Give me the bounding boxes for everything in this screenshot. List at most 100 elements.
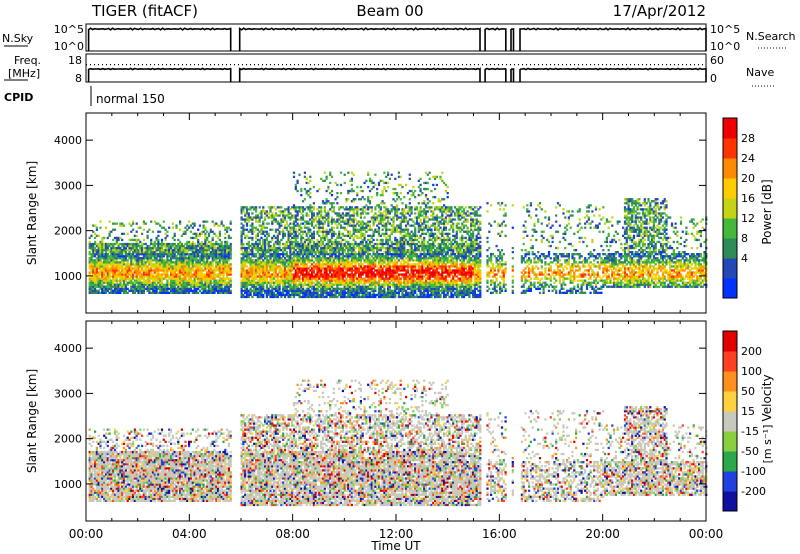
power-cell: [156, 290, 158, 292]
power-cell: [136, 247, 138, 249]
power-cell: [219, 275, 221, 277]
power-cell: [190, 290, 192, 292]
power-cell: [148, 245, 150, 247]
power-cell: [259, 243, 261, 245]
power-cell: [145, 251, 147, 253]
noise-sky-segment: [240, 28, 480, 51]
power-cell: [289, 231, 291, 233]
power-cell: [203, 259, 205, 261]
power-cell: [297, 273, 299, 275]
power-cell: [293, 176, 295, 178]
power-cell: [127, 275, 129, 277]
power-cell: [168, 267, 170, 269]
freq-segment: [89, 68, 231, 82]
power-cell: [286, 251, 288, 253]
power-cell: [94, 233, 96, 235]
power-cell: [210, 265, 212, 267]
power-cell: [226, 275, 228, 277]
power-cell: [116, 282, 118, 284]
power-cell: [217, 237, 219, 239]
nave-right-tick-bottom: 0: [710, 72, 717, 85]
power-cell: [326, 235, 328, 237]
power-cell: [150, 241, 152, 243]
power-cell: [322, 225, 324, 227]
power-cell: [203, 231, 205, 233]
power-cell: [309, 265, 311, 267]
power-cell: [324, 216, 326, 218]
power-cell: [253, 255, 255, 257]
power-cell: [295, 233, 297, 235]
power-cell: [190, 247, 192, 249]
power-cell: [163, 227, 165, 229]
power-cell: [288, 210, 290, 212]
power-cell: [230, 245, 232, 247]
power-cell: [241, 249, 243, 251]
power-cell: [275, 218, 277, 220]
power-cell: [206, 237, 208, 239]
power-cell: [275, 257, 277, 259]
power-cell: [311, 225, 313, 227]
power-cell: [297, 251, 299, 253]
power-cell: [286, 221, 288, 223]
power-cell: [219, 231, 221, 233]
power-cell: [297, 247, 299, 249]
power-cell: [105, 227, 107, 229]
power-cell: [172, 223, 174, 225]
power-cell: [286, 223, 288, 225]
power-cell: [208, 233, 210, 235]
power-cell: [208, 235, 210, 237]
power-cell: [89, 241, 91, 243]
power-cell: [326, 237, 328, 239]
power-cell: [264, 253, 266, 255]
power-cell: [206, 231, 208, 233]
power-cell: [184, 227, 186, 229]
power-cell: [275, 263, 277, 265]
power-cell: [253, 273, 255, 275]
power-cell: [210, 243, 212, 245]
power-cell: [241, 212, 243, 214]
cpid-row: CPID normal 150: [4, 86, 165, 106]
power-cell: [253, 275, 255, 277]
power-cell: [268, 288, 270, 290]
power-cell: [118, 245, 120, 247]
power-cell: [248, 255, 250, 257]
power-cell: [201, 271, 203, 273]
power-cell: [318, 261, 320, 263]
power-cell: [309, 192, 311, 194]
power-cell: [221, 241, 223, 243]
power-cell: [298, 255, 300, 257]
power-cell: [248, 247, 250, 249]
power-cell: [141, 245, 143, 247]
nave-right-tick-top: 60: [710, 54, 724, 67]
power-cell: [262, 208, 264, 210]
power-cell: [313, 241, 315, 243]
power-cell: [141, 233, 143, 235]
power-cell: [275, 255, 277, 257]
power-cell: [132, 278, 134, 280]
power-cell: [172, 227, 174, 229]
power-cell: [125, 280, 127, 282]
power-cell: [94, 225, 96, 227]
power-cell: [289, 296, 291, 298]
power-cell: [253, 286, 255, 288]
power-cell: [302, 255, 304, 257]
power-cell: [244, 263, 246, 265]
power-cell: [230, 282, 232, 284]
power-cell: [302, 271, 304, 273]
power-cell: [242, 257, 244, 259]
radar-summary-plot: TIGER (fitACF) Beam 00 17/Apr/2012 N.Sky…: [0, 0, 800, 554]
power-cell: [268, 233, 270, 235]
power-cell: [307, 255, 309, 257]
power-cell: [318, 229, 320, 231]
power-cell: [210, 292, 212, 294]
power-cell: [132, 221, 134, 223]
power-cell: [275, 259, 277, 261]
power-cell: [264, 218, 266, 220]
power-cell: [210, 231, 212, 233]
power-cell: [210, 278, 212, 280]
power-cell: [119, 247, 121, 249]
power-cell: [275, 208, 277, 210]
power-cell: [190, 288, 192, 290]
power-cell: [286, 227, 288, 229]
power-cell: [215, 259, 217, 261]
